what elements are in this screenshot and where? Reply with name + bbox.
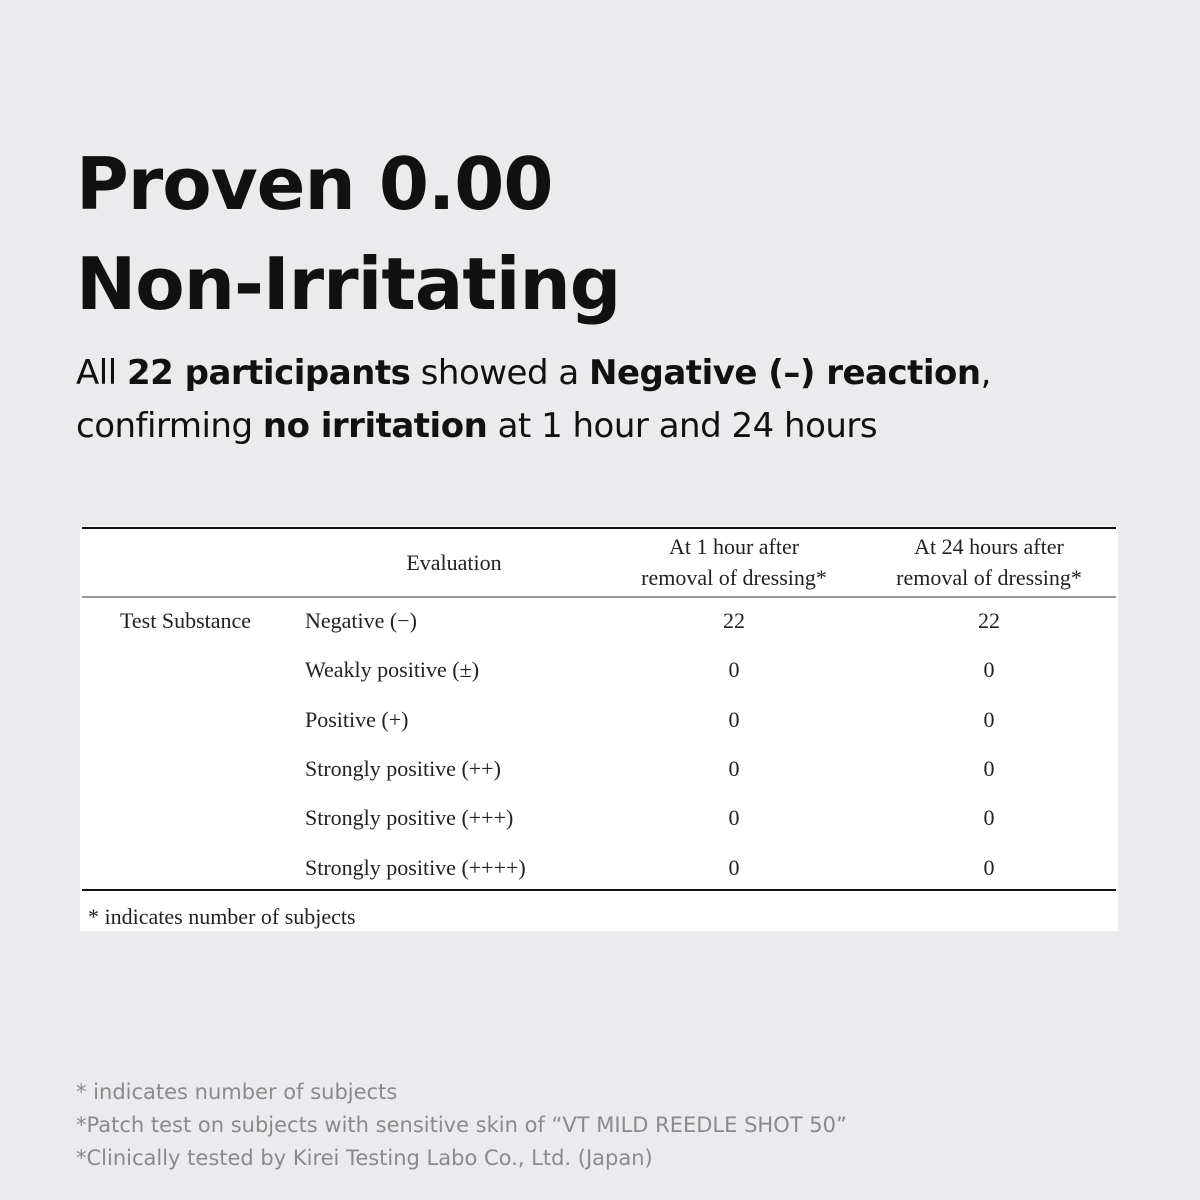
title-line: Proven 0.00: [76, 142, 553, 226]
footnote: *Patch test on subjects with sensitive s…: [76, 1113, 847, 1137]
evaluation-label: Strongly positive (++++): [305, 854, 526, 880]
evaluation-label: Positive (+): [305, 706, 409, 732]
subtitle-text: Negative (–) reaction: [589, 353, 981, 393]
column-header: removal of dressing*: [896, 565, 1082, 590]
table-header-rule: [82, 596, 1116, 598]
count-cell: 0: [983, 657, 995, 683]
subtitle-text: confirming: [76, 406, 263, 446]
footnote: *Clinically tested by Kirei Testing Labo…: [76, 1146, 653, 1170]
count-cell: 0: [728, 706, 740, 732]
table-note: * indicates number of subjects: [88, 904, 356, 929]
evaluation-label: Strongly positive (++): [305, 755, 501, 781]
evaluation-label: Strongly positive (+++): [305, 805, 514, 831]
count-cell: 0: [728, 755, 740, 781]
count-cell: 0: [983, 755, 995, 781]
evaluation-label: Weakly positive (±): [305, 657, 480, 683]
count-cell: 22: [723, 608, 745, 633]
column-header: At 1 hour after: [668, 534, 800, 559]
count-cell: 22: [978, 608, 1000, 633]
subtitle-text: All: [76, 353, 127, 393]
subtitle-line: confirming no irritation at 1 hour and 2…: [76, 406, 878, 446]
results-table: Evaluation At 1 hour after removal of dres…: [80, 526, 1118, 931]
table-bottom-rule: [82, 889, 1116, 891]
column-header: At 24 hours after: [914, 534, 1064, 559]
column-header: removal of dressing*: [641, 565, 827, 590]
count-cell: 0: [728, 805, 740, 831]
count-cell: 0: [983, 854, 995, 880]
group-label: Test Substance: [120, 608, 252, 633]
subtitle-text: no irritation: [262, 406, 488, 446]
count-cell: 0: [983, 805, 995, 831]
count-cell: 0: [728, 657, 740, 683]
title-line: Non-Irritating: [76, 242, 621, 326]
subtitle-text: at 1 hour and 24 hours: [487, 406, 878, 446]
table-top-rule: [82, 527, 1116, 529]
evaluation-label: Negative (−): [305, 608, 417, 633]
footnote: * indicates number of subjects: [76, 1080, 398, 1104]
count-cell: 0: [728, 854, 740, 880]
count-cell: 0: [983, 706, 995, 732]
subtitle-text: 22 participants: [126, 353, 411, 393]
subtitle-text: showed a: [410, 353, 590, 393]
subtitle-line: All 22 participants showed a Negative (–…: [76, 356, 991, 390]
column-header: Evaluation: [406, 550, 502, 575]
subtitle-text: ,: [980, 353, 992, 393]
